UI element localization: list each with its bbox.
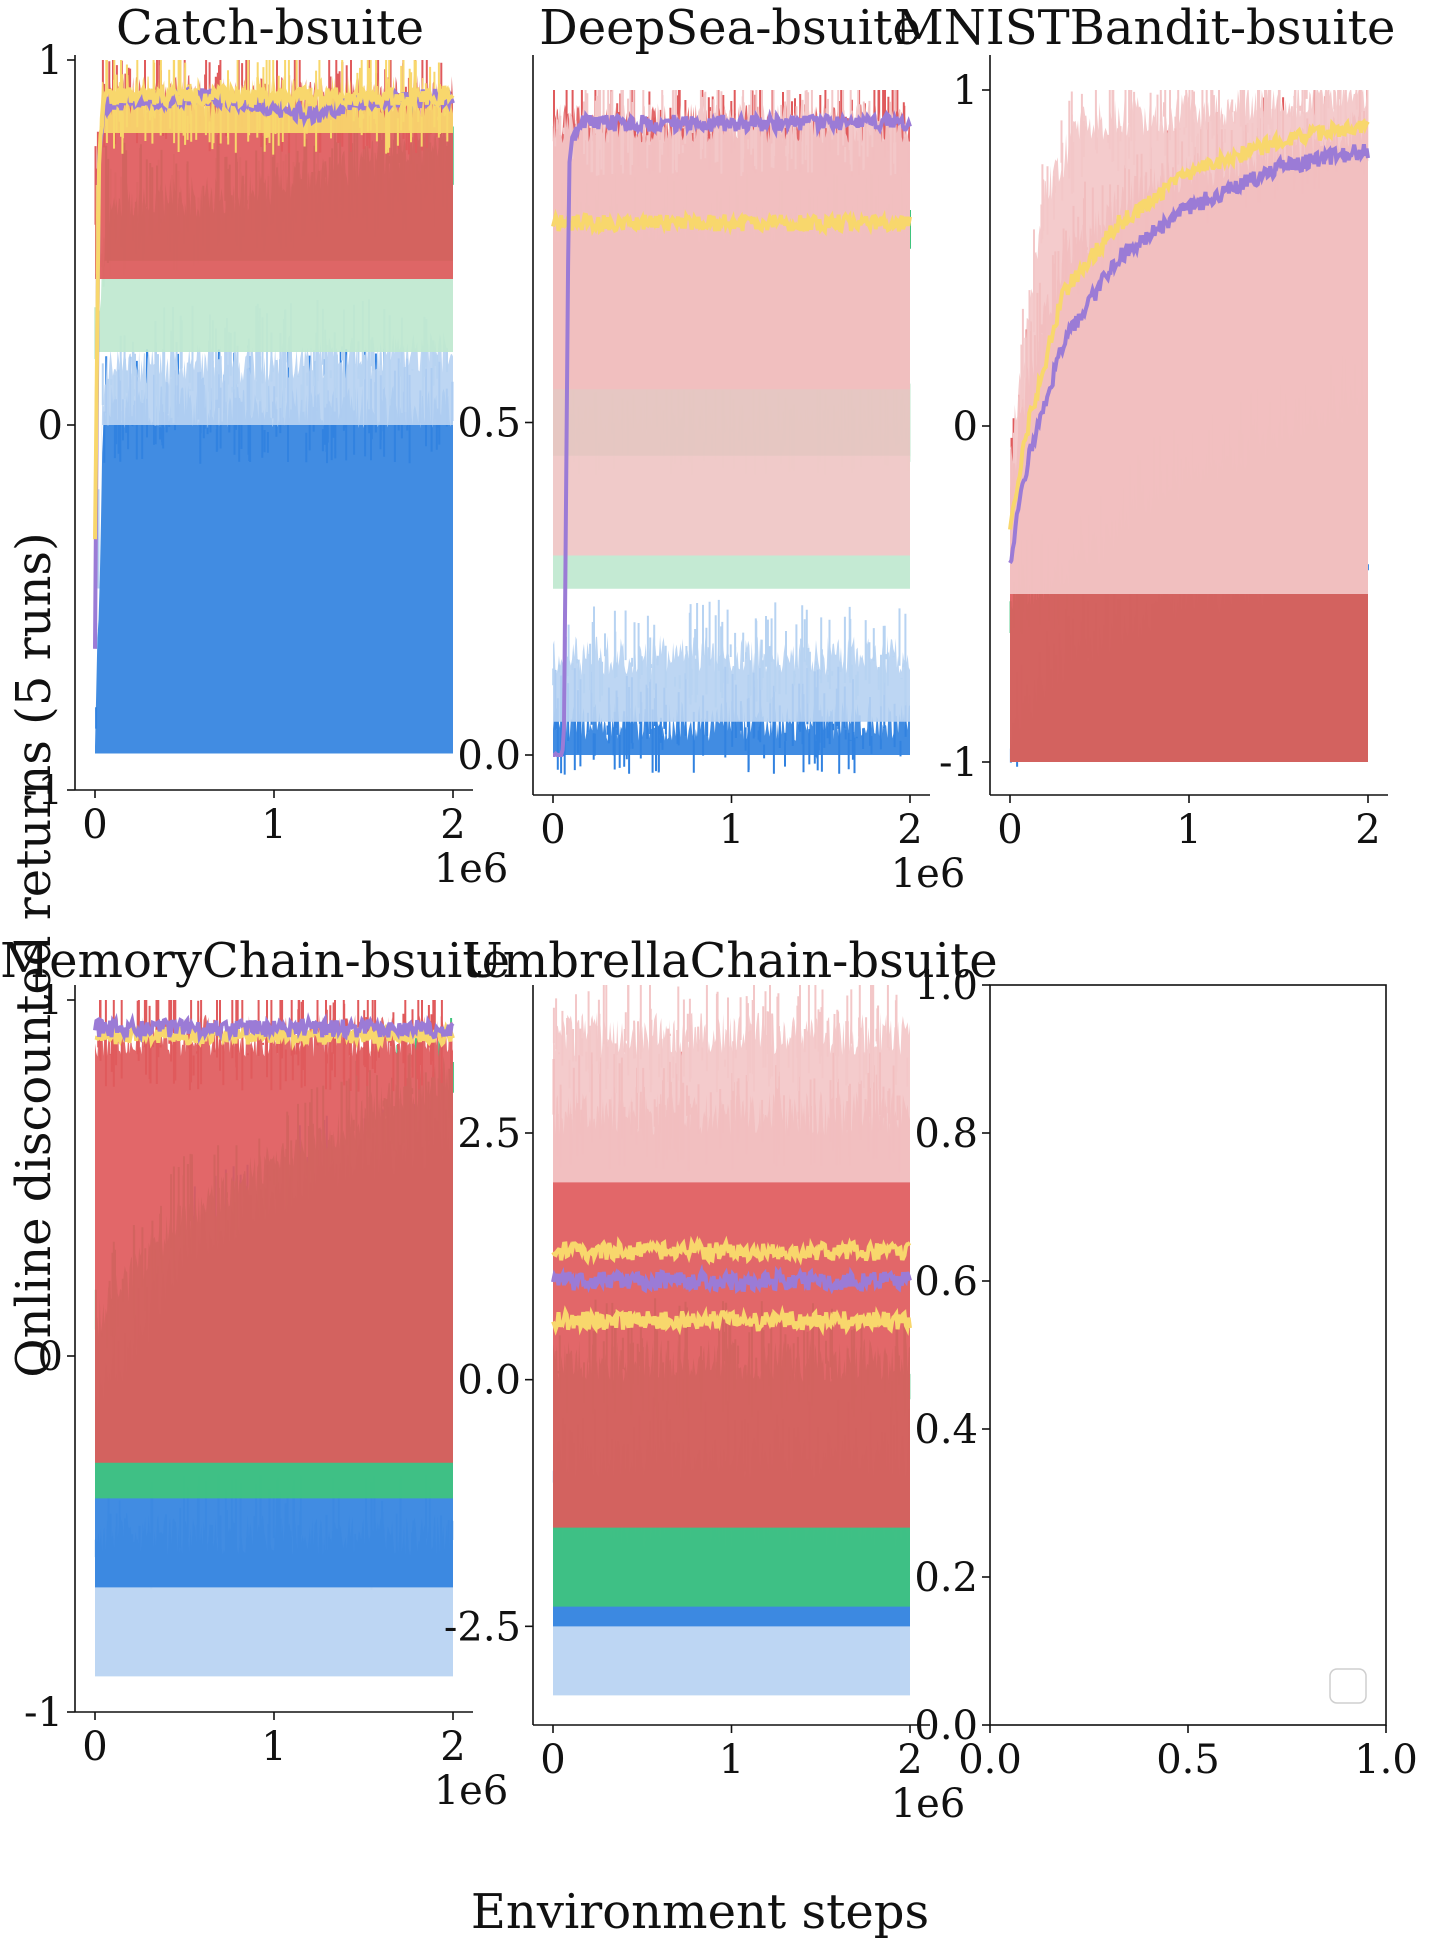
series-line-yellow (1008, 117, 1370, 530)
x-tick-label: 0 (82, 1724, 107, 1770)
band-light_red (552, 985, 910, 1183)
series-line-yellow (551, 208, 912, 237)
band-light_red (553, 90, 910, 556)
x-tick-label: 0.5 (1156, 1737, 1220, 1783)
x-tick-label: 0 (997, 807, 1022, 853)
y-tick-label: 0.5 (457, 401, 521, 447)
series-line-yellow (551, 1304, 912, 1337)
x-offset-label: 1e6 (891, 851, 966, 897)
series-line-yellow (93, 81, 455, 540)
x-tick-label: 1 (719, 807, 744, 853)
y-tick-label: 0.0 (914, 1703, 978, 1749)
y-tick-label: 0.2 (914, 1555, 978, 1601)
y-tick-label: 1.0 (914, 963, 978, 1009)
series-line-purple (552, 108, 912, 757)
x-offset-label: 1e6 (891, 1781, 966, 1827)
band-area (95, 330, 453, 663)
axes: 0 1 2 0.0 0.5 1e6 (457, 55, 965, 897)
axes: 0 1 2 -1 0 1 (939, 55, 1388, 853)
series-line-yellow (551, 1235, 912, 1266)
band-light_red (1010, 90, 1369, 594)
x-tick-label: 1 (261, 802, 286, 848)
y-tick-label: 0.0 (457, 1358, 521, 1404)
x-tick-label: 0 (540, 1737, 565, 1783)
empty-legend-box (1329, 1668, 1367, 1704)
x-tick-label: 2 (440, 802, 465, 848)
x-tick-label: 1 (1176, 807, 1201, 853)
y-tick-label: 0.8 (914, 1111, 978, 1157)
band-spikes (552, 599, 907, 708)
x-tick-label: 0 (82, 802, 107, 848)
figure-ylabel: Online discounted returns (5 runs) (6, 532, 62, 1378)
y-tick-label: -2.5 (444, 1604, 521, 1650)
x-tick-label: 2 (440, 1724, 465, 1770)
y-tick-label: 1 (38, 38, 63, 84)
axes: 0 1 2 -1 0 1 1e6 (24, 978, 508, 1814)
y-tick-label: 1 (953, 68, 978, 114)
x-tick-label: 2 (1355, 807, 1380, 853)
y-tick-label: -1 (939, 740, 978, 786)
y-tick-label: 1 (38, 978, 63, 1024)
subplot-title: MNISTBandit-bsuite (895, 0, 1396, 56)
x-tick-label: 0 (540, 807, 565, 853)
band-red (95, 1000, 453, 1463)
subplot-title: DeepSea-bsuite (539, 0, 920, 56)
series-line-purple (551, 1263, 912, 1295)
band-spikes (552, 985, 909, 1094)
x-tick-label: 1.0 (1354, 1737, 1418, 1783)
y-tick-label: -1 (24, 1690, 63, 1736)
band-light_blue (552, 599, 910, 722)
axes: 0.0 0.5 1.0 0.0 0.2 0.4 0.6 0.8 1.0 (914, 963, 1417, 1783)
y-tick-label: -1 (24, 768, 63, 814)
band-area (1010, 90, 1368, 594)
x-tick-label: 1 (261, 1724, 286, 1770)
subplot-title: MemoryChain-bsuite (0, 933, 510, 989)
subplot-5: UmbrellaChain-bsuite 0 1 2 -2.5 0.0 2.5 1e6 (444, 933, 998, 1827)
band-area (553, 103, 910, 556)
axes: 0 1 2 -2.5 0.0 2.5 1e6 (444, 985, 965, 1827)
x-offset-label: 1e6 (434, 1768, 509, 1814)
y-tick-label: 2.5 (457, 1111, 521, 1157)
band-spikes (1013, 90, 1369, 464)
y-tick-label: 0.6 (914, 1259, 978, 1305)
y-tick-label: 0 (38, 1334, 63, 1380)
series-line-purple (93, 1012, 455, 1045)
y-tick-label: 0.4 (914, 1407, 978, 1453)
band-area (95, 384, 453, 754)
subplot-1: Catch-bsuite 0 1 2 -1 0 1 1e6 (24, 0, 508, 892)
y-tick-label: 0 (953, 404, 978, 450)
y-tick-label: 0.0 (457, 733, 521, 779)
x-tick-label: 2 (897, 1737, 922, 1783)
band-area (553, 1091, 910, 1528)
subplot-title: UmbrellaChain-bsuite (462, 933, 997, 989)
subplot-6: 0.0 0.5 1.0 0.0 0.2 0.4 0.6 0.8 1.0 (914, 963, 1417, 1783)
axes: 0 1 2 -1 0 1 1e6 (24, 38, 508, 892)
x-tick-label: 0.0 (958, 1737, 1022, 1783)
band-area (553, 635, 910, 722)
x-offset-label: 1e6 (434, 846, 509, 892)
y-tick-label: 0 (38, 403, 63, 449)
band-area (95, 1014, 453, 1463)
subplot-title: Catch-bsuite (116, 0, 424, 56)
x-tick-label: 2 (897, 807, 922, 853)
subplot-2: DeepSea-bsuite 0 1 2 0.0 0.5 1e6 (457, 0, 965, 897)
subplot-4: MemoryChain-bsuite 0 1 2 -1 0 1 1e6 (0, 933, 510, 1814)
x-tick-label: 1 (719, 1737, 744, 1783)
figure-xlabel: Environment steps (471, 1884, 929, 1940)
subplot-3: MNISTBandit-bsuite 0 1 2 -1 0 1 (895, 0, 1396, 853)
series-line-purple (1008, 143, 1370, 564)
